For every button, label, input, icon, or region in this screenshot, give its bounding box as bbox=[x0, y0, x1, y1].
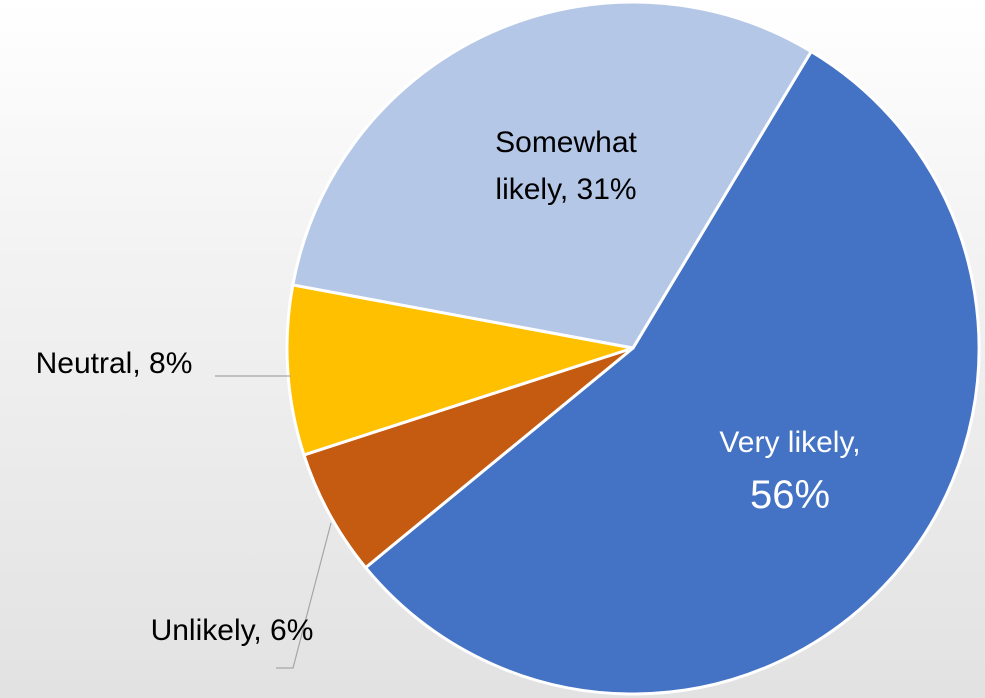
pie-slice-very-likely bbox=[364, 49, 981, 696]
data-label-neutral: Neutral, 8% bbox=[36, 347, 193, 380]
pie-slice-neutral bbox=[285, 283, 635, 457]
data-label-somewhat-likely-line-1: Somewhat bbox=[495, 126, 637, 159]
data-label-unlikely: Unlikely, 6% bbox=[151, 614, 314, 647]
leader-line-unlikely bbox=[276, 522, 332, 669]
pie-slice-unlikely bbox=[302, 346, 635, 570]
data-label-very-likely-value: 56% bbox=[750, 473, 830, 517]
pie-slice-somewhat-likely bbox=[291, 0, 813, 350]
data-label-somewhat-likely-line-2: likely, 31% bbox=[495, 173, 636, 206]
data-label-very-likely-category: Very likely, bbox=[719, 426, 860, 459]
